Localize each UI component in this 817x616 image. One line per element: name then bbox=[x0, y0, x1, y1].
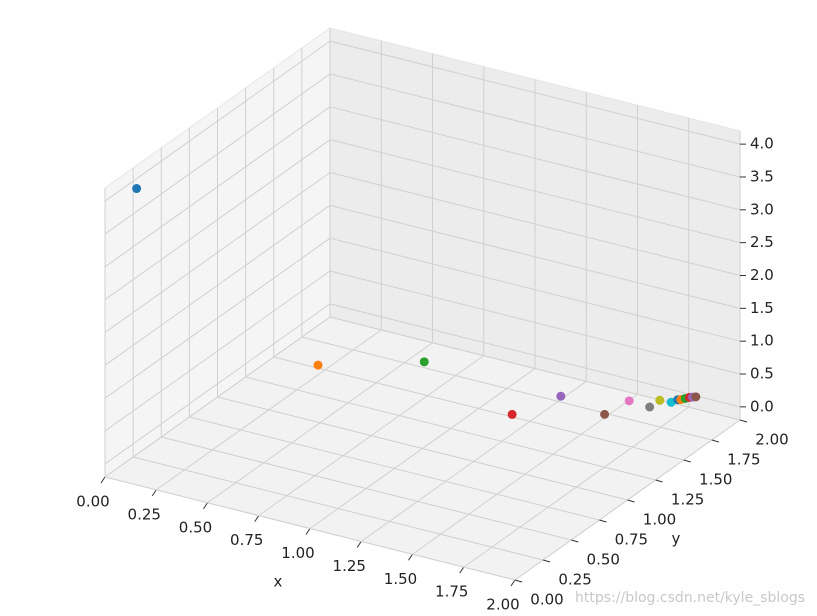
grid-line bbox=[161, 436, 572, 541]
point bbox=[655, 395, 665, 405]
grid-line bbox=[329, 237, 741, 342]
z-tick-label: 0.0 bbox=[750, 397, 774, 415]
tick-mark bbox=[305, 528, 311, 535]
x-tick-label: 0.50 bbox=[179, 518, 212, 536]
tick-mark bbox=[459, 566, 465, 574]
x-tick-label: 0.75 bbox=[230, 531, 263, 549]
watermark: https://blog.csdn.net/kyle_sblogs bbox=[575, 590, 805, 606]
tick-mark bbox=[203, 502, 208, 510]
grid-line bbox=[273, 356, 684, 461]
tick-mark bbox=[683, 459, 691, 463]
point bbox=[313, 360, 323, 370]
point bbox=[507, 409, 517, 419]
z-tick-label: 4.0 bbox=[750, 135, 774, 153]
grid-line bbox=[104, 73, 331, 235]
tick-mark bbox=[655, 479, 663, 483]
tick-mark bbox=[356, 541, 362, 548]
grid-line bbox=[329, 172, 741, 276]
tick-mark bbox=[151, 489, 157, 497]
tick-mark bbox=[542, 559, 551, 563]
x-tick-label: 0.25 bbox=[128, 505, 161, 523]
grid-line bbox=[329, 303, 741, 408]
point bbox=[691, 392, 701, 402]
y-tick-label: 0.50 bbox=[587, 551, 620, 569]
y-tick-label: 1.25 bbox=[671, 491, 704, 509]
tick-mark bbox=[711, 439, 720, 443]
grid-line bbox=[217, 396, 628, 501]
grid-line bbox=[329, 73, 741, 178]
tick-mark bbox=[100, 476, 106, 484]
x-tick-label: 1.00 bbox=[281, 544, 314, 562]
grid-line bbox=[133, 456, 544, 561]
grid-line bbox=[104, 40, 331, 202]
z-tick-label: 1.0 bbox=[750, 332, 774, 350]
z-tick-label: 2.0 bbox=[750, 266, 774, 284]
tick-mark bbox=[739, 419, 748, 423]
x-tick-label: 1.50 bbox=[384, 570, 417, 588]
x-tick-label: 2.00 bbox=[486, 596, 519, 614]
grid-line bbox=[329, 270, 741, 375]
tick-mark bbox=[571, 539, 579, 543]
grid-line bbox=[329, 106, 741, 211]
point bbox=[645, 402, 655, 412]
z-tick-label: 3.0 bbox=[750, 200, 774, 218]
point bbox=[600, 409, 610, 419]
grid-line bbox=[104, 303, 331, 465]
x-axis-label: x bbox=[274, 573, 283, 591]
grid-line bbox=[245, 376, 656, 481]
tick-mark bbox=[627, 499, 635, 503]
z-tick-label: 3.5 bbox=[750, 167, 774, 185]
x-tick-label: 1.25 bbox=[333, 557, 366, 575]
y-axis-label: y bbox=[672, 530, 681, 548]
point bbox=[624, 396, 634, 406]
grid-line bbox=[104, 139, 331, 301]
x-tick-label: 0.00 bbox=[76, 493, 109, 511]
grid-line bbox=[104, 204, 331, 366]
y-tick-label: 1.75 bbox=[727, 451, 760, 469]
grid-line bbox=[104, 476, 516, 581]
grid-line bbox=[189, 416, 600, 521]
grid-line bbox=[329, 204, 741, 309]
z-tick-label: 1.5 bbox=[750, 299, 774, 317]
tick-mark bbox=[514, 579, 523, 583]
y-tick-label: 0.25 bbox=[558, 571, 591, 589]
tick-mark bbox=[408, 553, 413, 561]
y-tick-label: 0.75 bbox=[615, 531, 648, 549]
tick-mark bbox=[254, 515, 260, 522]
point bbox=[132, 184, 142, 194]
grid-line bbox=[104, 172, 331, 333]
tick-mark bbox=[599, 519, 607, 523]
grid-line bbox=[104, 237, 331, 399]
point bbox=[556, 391, 566, 401]
y-tick-label: 2.00 bbox=[755, 431, 788, 449]
z-tick-label: 0.5 bbox=[750, 365, 774, 383]
y-tick-label: 1.50 bbox=[699, 471, 732, 489]
grid-line bbox=[104, 106, 331, 268]
grid-line bbox=[329, 40, 741, 145]
x-tick-label: 1.75 bbox=[435, 583, 468, 601]
point bbox=[419, 357, 429, 367]
z-tick-label: 2.5 bbox=[750, 233, 774, 251]
tick-mark bbox=[510, 579, 516, 587]
y-tick-label: 1.00 bbox=[643, 511, 676, 529]
grid-line bbox=[329, 139, 741, 244]
grid-line bbox=[104, 270, 331, 432]
grid-line bbox=[301, 336, 712, 441]
y-tick-label: 0.00 bbox=[530, 591, 563, 609]
